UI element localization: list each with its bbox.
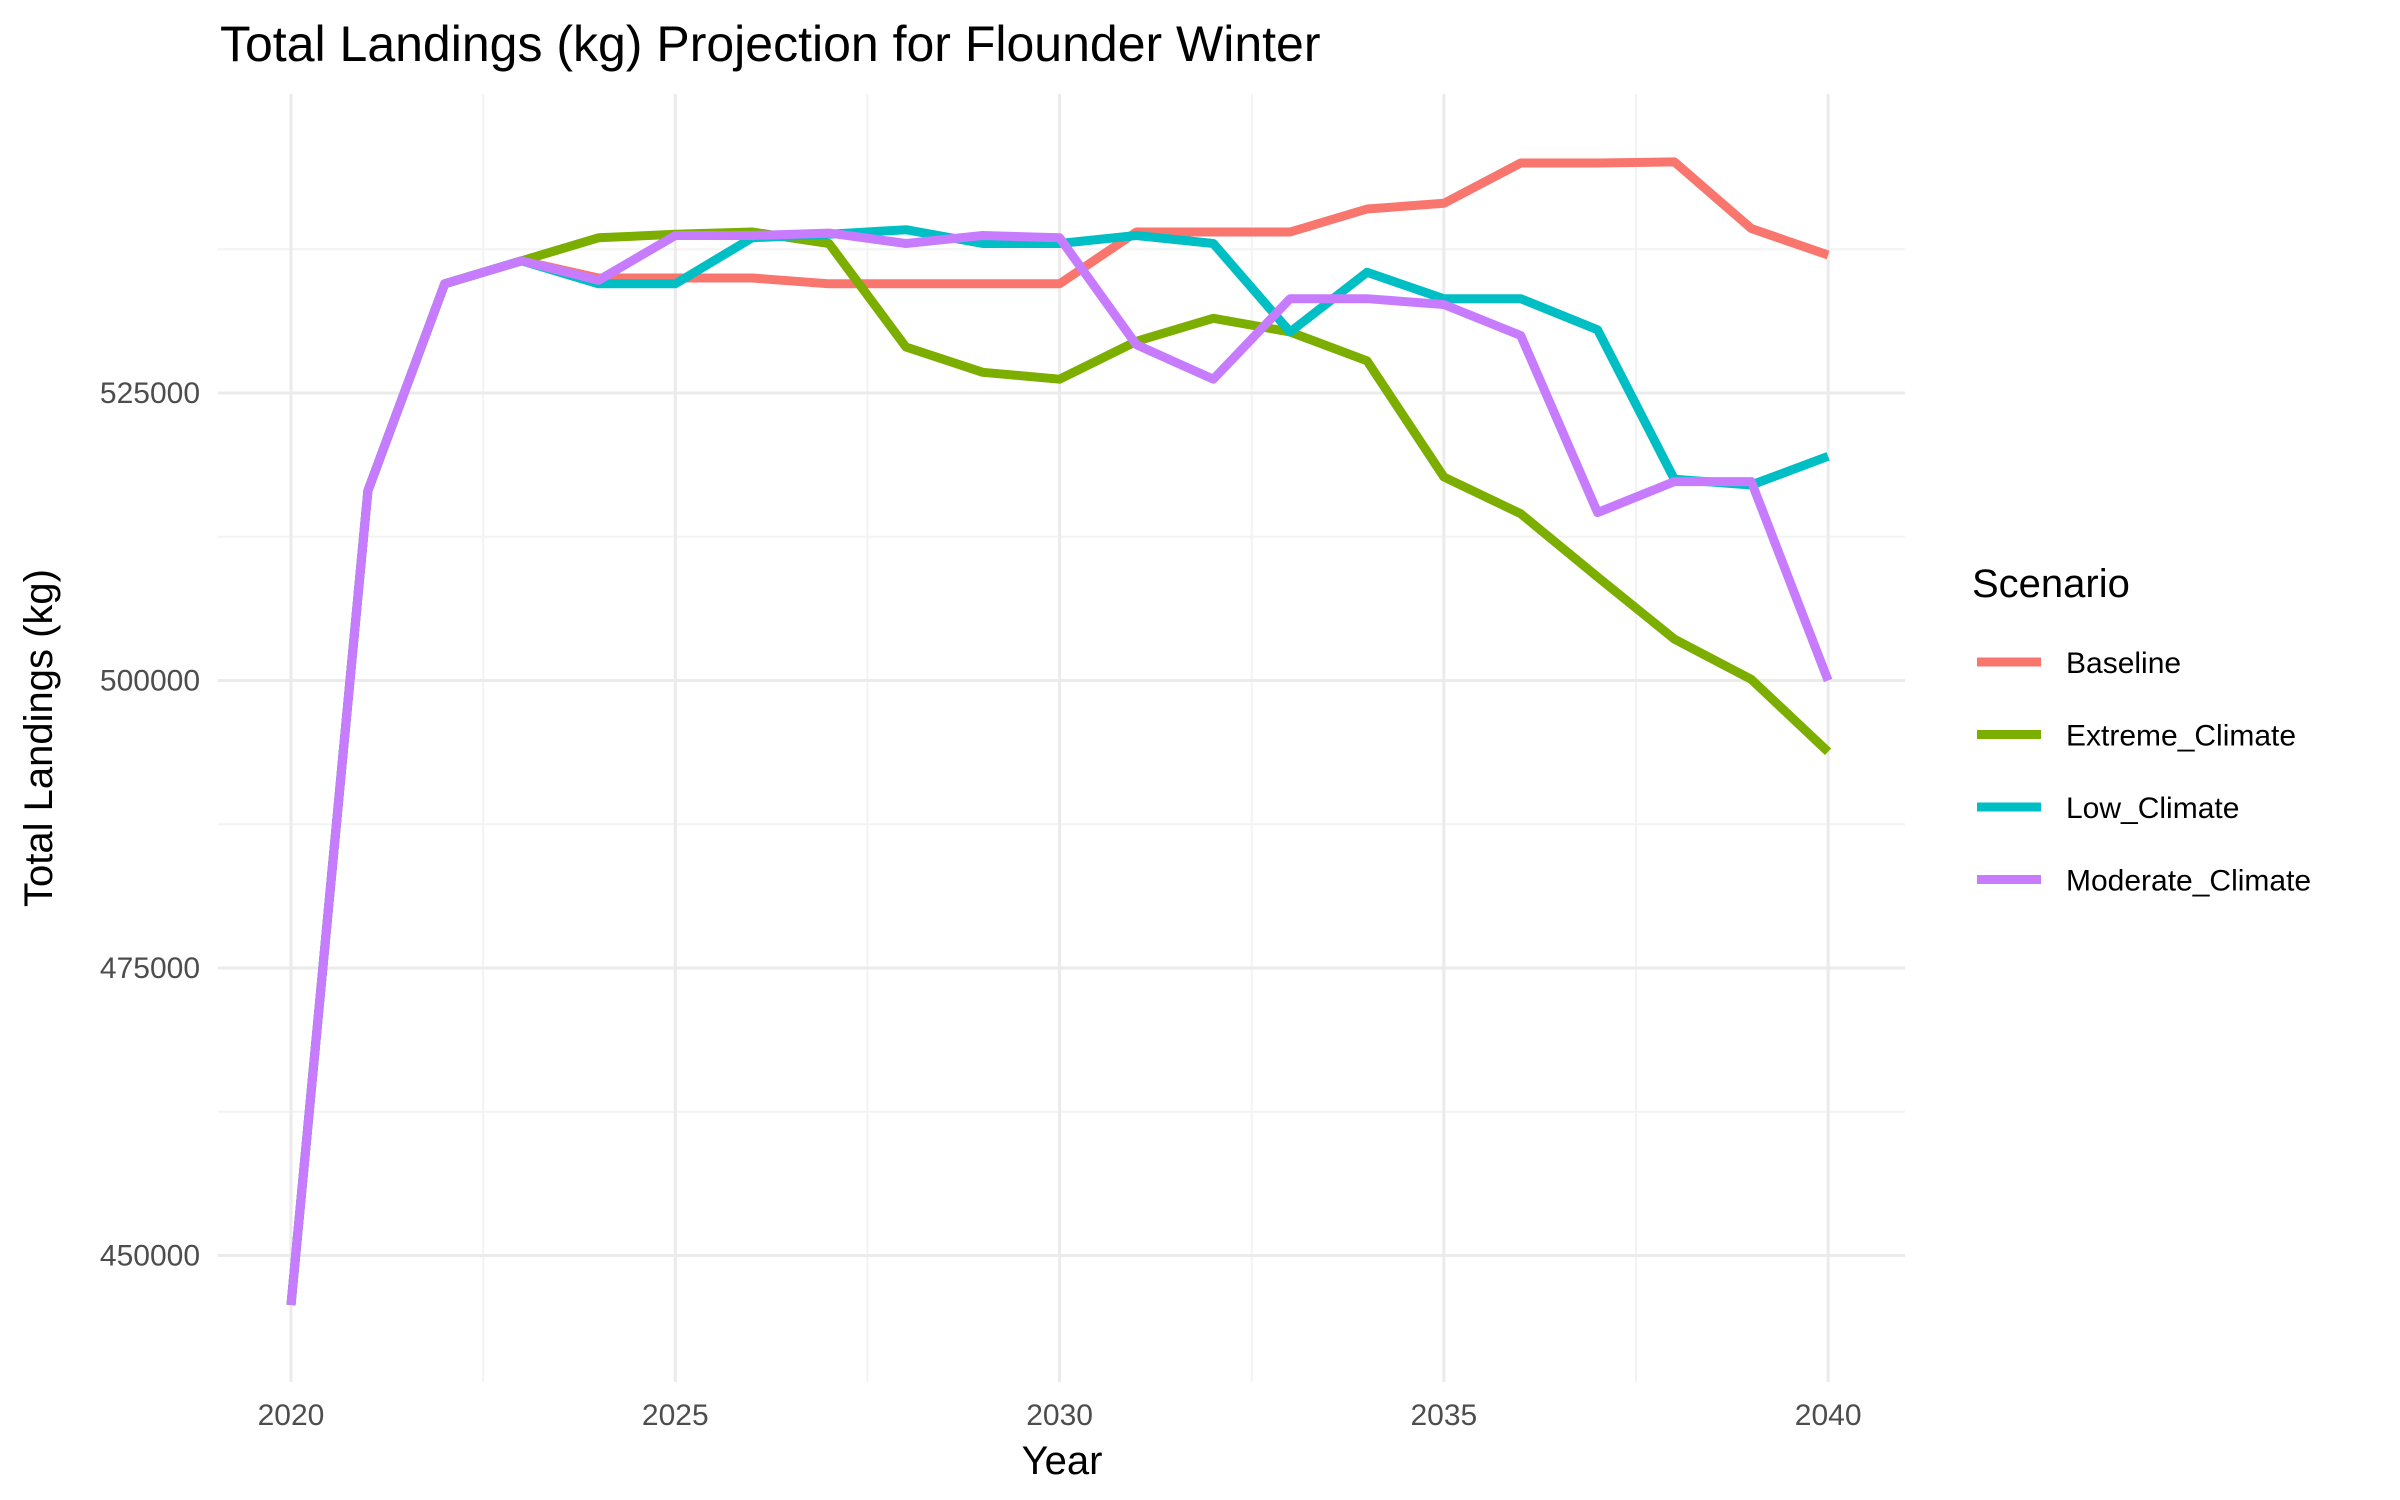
series-lines (286, 157, 1833, 1306)
legend-label-baseline: Baseline (2066, 647, 2181, 680)
y-tick-label: 525000 (100, 377, 200, 410)
x-tick-label: 2040 (1795, 1399, 1862, 1432)
y-axis-ticks: 450000 475000 500000 525000 (100, 377, 200, 1273)
x-axis-title: Year (1022, 1439, 1103, 1483)
legend: Scenario Baseline Extreme_Climate Low_Clim… (1972, 562, 2311, 898)
y-tick-label: 450000 (100, 1240, 200, 1273)
legend-label-moderate-climate: Moderate_Climate (2066, 865, 2311, 898)
x-tick-label: 2030 (1026, 1399, 1093, 1432)
y-axis-title: Total Landings (kg) (17, 569, 61, 907)
legend-title: Scenario (1972, 562, 2130, 606)
y-tick-label: 475000 (100, 952, 200, 985)
chart-title: Total Landings (kg) Projection for Floun… (220, 16, 1321, 72)
legend-label-low-climate: Low_Climate (2066, 792, 2239, 825)
x-tick-label: 2020 (258, 1399, 325, 1432)
x-tick-label: 2035 (1410, 1399, 1477, 1432)
x-axis-ticks: 2020 2025 2030 2035 2040 (258, 1399, 1862, 1432)
legend-label-extreme-climate: Extreme_Climate (2066, 720, 2296, 753)
series-line-extreme-climate (286, 227, 1832, 1306)
x-tick-label: 2025 (642, 1399, 709, 1432)
series-line-moderate-climate (286, 228, 1833, 1306)
y-tick-label: 500000 (100, 665, 200, 698)
